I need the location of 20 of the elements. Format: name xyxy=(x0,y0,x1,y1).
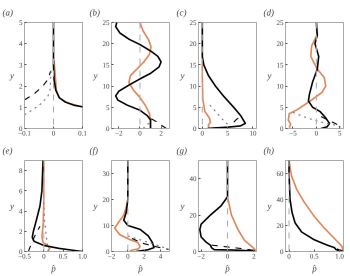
y-axis-title: y xyxy=(180,201,185,211)
x-axis-title: p̂ xyxy=(311,264,318,274)
chart-title: (g) xyxy=(176,146,187,156)
x-axis-title: p̂ xyxy=(224,264,230,274)
x-axis-title: p̂ xyxy=(137,264,144,274)
chart-title: (e) xyxy=(2,146,12,156)
y-axis-title: y xyxy=(92,201,98,211)
chart-title: (f) xyxy=(90,146,98,156)
chart-title: (h) xyxy=(264,146,274,156)
x-axis-title: p̂ xyxy=(50,264,56,274)
y-axis-title: y xyxy=(92,70,98,80)
y-axis-title: y xyxy=(266,70,272,80)
y-axis-title: y xyxy=(9,201,14,211)
chart-title: (b) xyxy=(90,8,100,18)
chart-title: (d) xyxy=(264,8,274,18)
chart-title: (c) xyxy=(176,8,186,18)
y-axis-title: y xyxy=(266,201,272,211)
chart-title: (a) xyxy=(2,8,13,18)
y-axis-title: y xyxy=(9,70,14,80)
y-axis-title: y xyxy=(180,70,185,80)
